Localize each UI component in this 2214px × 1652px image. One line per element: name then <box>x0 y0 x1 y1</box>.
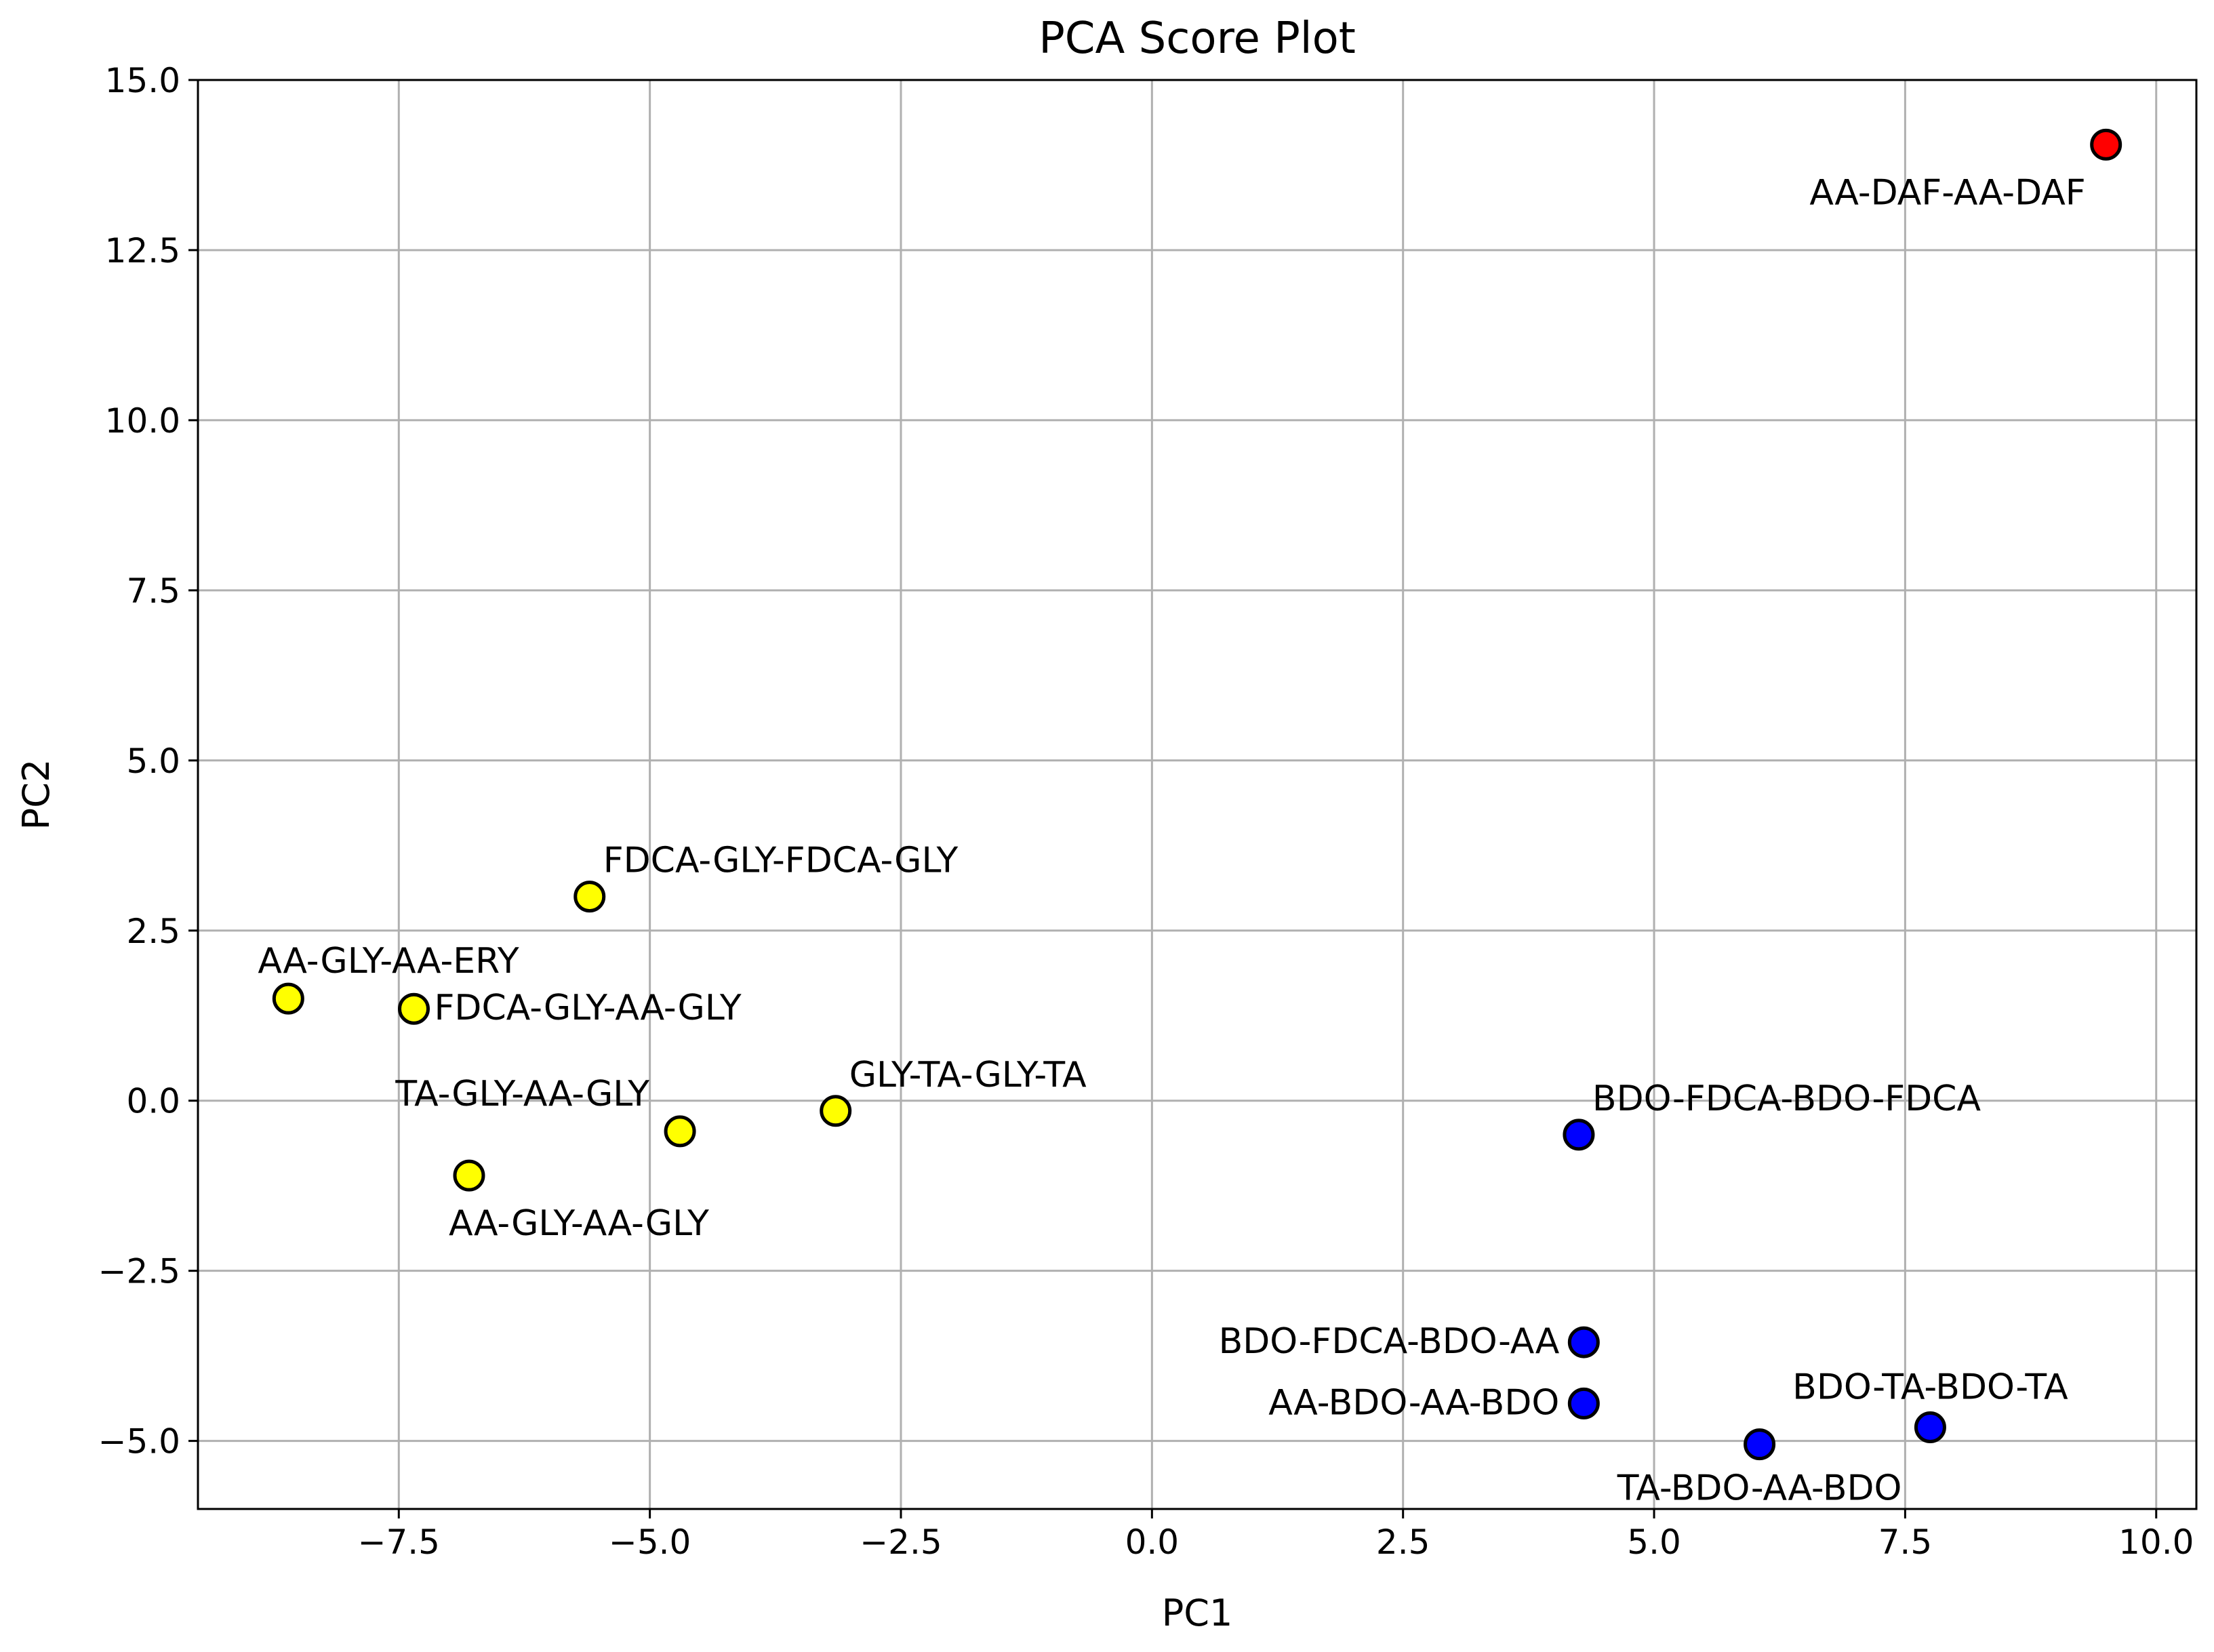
y-axis-ticks: −5.0 −2.5 0.0 2.5 5.0 7.5 10.0 12.5 15.0 <box>98 61 198 1462</box>
data-point-label: AA-GLY-AA-ERY <box>258 941 519 982</box>
x-tick-label: 0.0 <box>1125 1523 1180 1562</box>
data-point <box>1563 1119 1595 1151</box>
data-point <box>1744 1428 1776 1461</box>
y-tick-label: −2.5 <box>98 1252 180 1291</box>
data-point-label: FDCA-GLY-AA-GLY <box>435 988 742 1028</box>
x-tick-label: 2.5 <box>1376 1523 1430 1562</box>
data-point <box>664 1115 696 1148</box>
data-point <box>2090 128 2122 161</box>
data-labels: AA-DAF-AA-DAF FDCA-GLY-FDCA-GLY AA-GLY-AA-… <box>258 172 2085 1508</box>
data-point <box>573 881 606 913</box>
data-point <box>1567 1326 1600 1358</box>
x-tick-label: −5.0 <box>609 1523 691 1562</box>
data-point-label: GLY-TA-GLY-TA <box>849 1055 1087 1095</box>
data-point-label: TA-BDO-AA-BDO <box>1617 1468 1902 1509</box>
y-axis-label: PC2 <box>15 759 58 830</box>
data-point-label: AA-BDO-AA-BDO <box>1268 1382 1559 1423</box>
x-tick-label: 7.5 <box>1878 1523 1933 1562</box>
x-axis-ticks: −7.5 −5.0 −2.5 0.0 2.5 5.0 7.5 10.0 <box>358 1509 2194 1562</box>
data-point <box>1567 1387 1600 1419</box>
chart-title: PCA Score Plot <box>1039 14 1356 64</box>
x-tick-label: 10.0 <box>2118 1523 2194 1562</box>
y-tick-label: 15.0 <box>105 61 180 100</box>
y-tick-label: 2.5 <box>126 912 180 951</box>
data-point <box>1914 1411 1946 1444</box>
x-axis-label: PC1 <box>1162 1592 1233 1634</box>
data-point <box>820 1095 852 1127</box>
data-point-label: FDCA-GLY-FDCA-GLY <box>603 841 959 881</box>
x-tick-label: −2.5 <box>860 1523 942 1562</box>
y-tick-label: 0.0 <box>126 1082 180 1121</box>
data-point-label: TA-GLY-AA-GLY <box>395 1074 649 1114</box>
data-point-label: AA-GLY-AA-GLY <box>449 1203 709 1244</box>
data-point <box>272 982 304 1015</box>
x-tick-label: −7.5 <box>358 1523 440 1562</box>
data-point <box>398 992 430 1025</box>
data-point-label: AA-DAF-AA-DAF <box>1809 172 2085 213</box>
y-tick-label: −5.0 <box>98 1422 180 1462</box>
grid <box>198 79 2196 1509</box>
y-tick-label: 5.0 <box>126 742 180 781</box>
data-point-label: BDO-FDCA-BDO-FDCA <box>1592 1079 1981 1119</box>
data-point-label: BDO-FDCA-BDO-AA <box>1219 1321 1560 1362</box>
data-point-label: BDO-TA-BDO-TA <box>1792 1367 2068 1408</box>
plot-frame <box>197 79 2198 1510</box>
data-points <box>272 128 2122 1461</box>
y-tick-label: 7.5 <box>126 571 180 611</box>
data-point <box>453 1159 485 1192</box>
y-tick-label: 10.0 <box>105 401 180 441</box>
x-tick-label: 5.0 <box>1627 1523 1681 1562</box>
y-tick-label: 12.5 <box>105 231 180 270</box>
